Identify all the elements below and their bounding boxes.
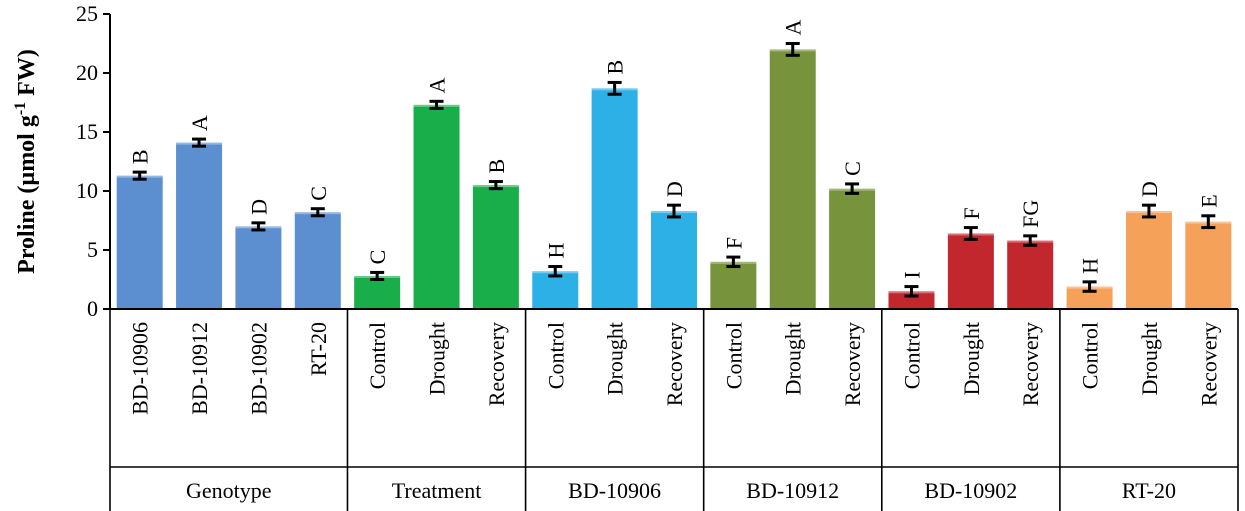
significance-letter: FG bbox=[1018, 200, 1043, 228]
category-label: Control bbox=[899, 322, 924, 389]
significance-letter: I bbox=[899, 271, 924, 278]
category-label: Control bbox=[365, 322, 390, 389]
y-tick-label: 15 bbox=[76, 119, 98, 144]
bar bbox=[1185, 221, 1232, 309]
bar bbox=[176, 142, 223, 309]
bar bbox=[769, 49, 816, 310]
y-axis-title-main: Proline (µmol g bbox=[14, 115, 40, 274]
bar bbox=[472, 185, 519, 309]
significance-letter: D bbox=[1137, 181, 1162, 197]
category-label: BD-10912 bbox=[187, 322, 212, 415]
bar bbox=[1125, 211, 1172, 309]
axes bbox=[109, 14, 1239, 511]
category-label: BD-10906 bbox=[128, 322, 153, 415]
category-labels: BD-10906 BD-10912 BD-10902 RT-20 Control Drou… bbox=[128, 322, 1222, 415]
category-label: Recovery bbox=[1196, 322, 1221, 406]
category-label: Recovery bbox=[1018, 322, 1043, 406]
category-label: Drought bbox=[959, 322, 984, 395]
y-tick-label: 10 bbox=[76, 178, 98, 203]
y-axis-title-text: Proline (µmol g-1 FW) bbox=[12, 49, 40, 274]
significance-letter: C bbox=[840, 161, 865, 176]
y-tick-label: 25 bbox=[76, 1, 98, 26]
y-tick-label: 20 bbox=[76, 60, 98, 85]
y-tick-label: 0 bbox=[87, 296, 98, 321]
significance-letter: F bbox=[721, 237, 746, 249]
bar bbox=[710, 261, 757, 309]
significance-letter: A bbox=[781, 20, 806, 36]
significance-letter: D bbox=[662, 181, 687, 197]
bar bbox=[947, 233, 994, 309]
significance-letter: B bbox=[484, 159, 509, 174]
bar bbox=[532, 271, 579, 309]
group-labels: Genotype Treatment BD-10906 BD-10912 BD-1090… bbox=[186, 478, 1176, 503]
y-axis-title: Proline (µmol g-1 FW) bbox=[12, 49, 40, 274]
group-label: BD-10912 bbox=[746, 478, 839, 503]
bar bbox=[829, 188, 876, 309]
y-axis-title-end: FW) bbox=[14, 49, 40, 102]
bar bbox=[354, 275, 401, 309]
category-label: Drought bbox=[1137, 322, 1162, 395]
significance-letter: D bbox=[246, 199, 271, 215]
significance-letter: B bbox=[128, 149, 153, 164]
category-label: Drought bbox=[425, 322, 450, 395]
significance-letter: C bbox=[365, 250, 390, 265]
significance-letter: A bbox=[425, 77, 450, 93]
bar bbox=[294, 212, 341, 309]
bar bbox=[413, 104, 460, 309]
category-label: Recovery bbox=[662, 322, 687, 406]
bar bbox=[116, 175, 163, 309]
y-axis-title-sup: -1 bbox=[12, 102, 29, 115]
bar bbox=[1066, 286, 1113, 309]
group-label: Genotype bbox=[186, 478, 272, 503]
significance-letter: B bbox=[603, 60, 628, 75]
bar bbox=[888, 291, 935, 309]
significance-letter: A bbox=[187, 115, 212, 131]
y-tick-label: 5 bbox=[87, 237, 98, 262]
bar bbox=[651, 211, 697, 309]
significance-letter: H bbox=[543, 243, 568, 259]
group-label: RT-20 bbox=[1122, 478, 1176, 503]
category-label: Drought bbox=[781, 322, 806, 395]
category-label: Drought bbox=[603, 322, 628, 395]
category-label: Control bbox=[721, 322, 746, 389]
y-axis-ticks: 0 5 10 15 20 25 bbox=[76, 1, 110, 321]
group-label: Treatment bbox=[392, 478, 482, 503]
significance-letter: C bbox=[306, 186, 331, 201]
group-label: BD-10906 bbox=[568, 478, 661, 503]
bar bbox=[235, 226, 282, 309]
category-label: Recovery bbox=[484, 322, 509, 406]
bars: B A D C C A B H B D F A C I F FG H D E bbox=[116, 20, 1232, 310]
category-label: Control bbox=[1078, 322, 1103, 389]
significance-letter: F bbox=[959, 207, 984, 219]
bar bbox=[591, 88, 638, 309]
group-label: BD-10902 bbox=[924, 478, 1017, 503]
category-label: RT-20 bbox=[306, 322, 331, 376]
bar bbox=[1007, 240, 1054, 309]
category-label: BD-10902 bbox=[246, 322, 271, 415]
category-label: Recovery bbox=[840, 322, 865, 406]
category-label: Control bbox=[543, 322, 568, 389]
significance-letter: H bbox=[1078, 258, 1103, 274]
significance-letter: E bbox=[1196, 194, 1221, 207]
